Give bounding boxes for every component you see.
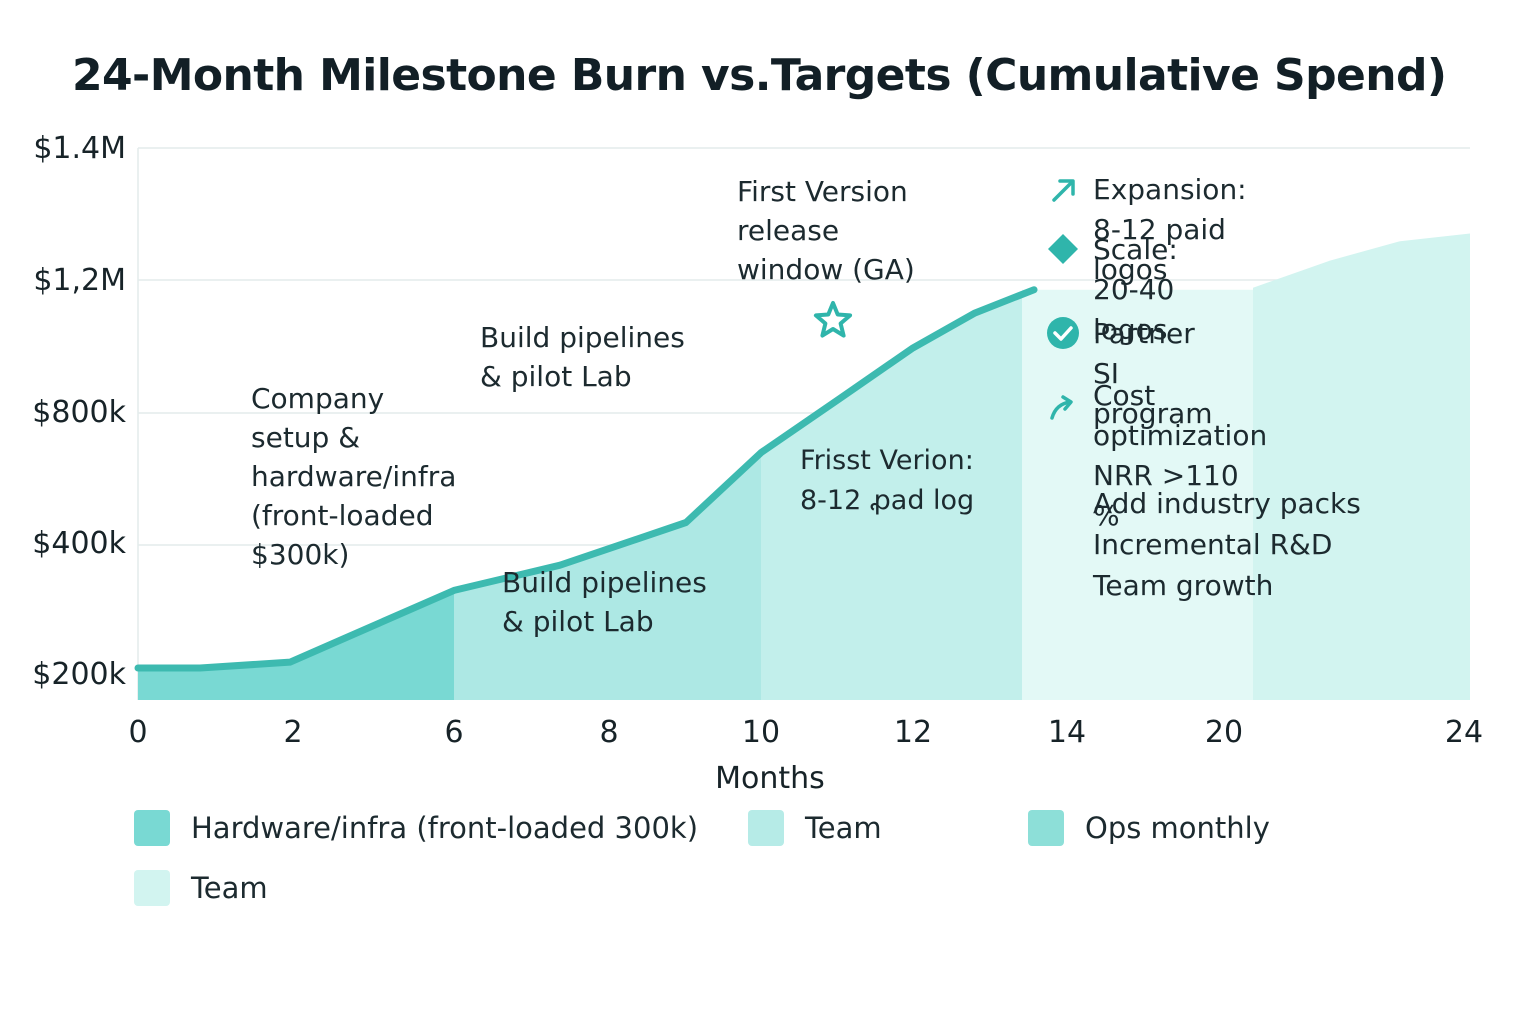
arrow-up-right-icon (1052, 179, 1075, 202)
stacked-areas (138, 233, 1470, 700)
x-tick-label: 14 (1047, 715, 1087, 750)
x-tick-label: 6 (444, 715, 464, 750)
curved-arrow-icon (1050, 395, 1073, 420)
x-tick-label: 2 (283, 715, 303, 750)
plan-notes: Add industry packs Incremental R&D Team … (1093, 487, 1361, 602)
legend-swatch (748, 810, 784, 846)
annotation-first-version-release: First Version release window (GA) (737, 175, 915, 286)
x-tick-label: 8 (599, 715, 619, 750)
legend-swatch (134, 870, 170, 906)
area-band-4 (1022, 289, 1253, 700)
x-tick-label: 0 (128, 715, 148, 750)
legend-swatch (134, 810, 170, 846)
x-tick-label: 20 (1204, 715, 1244, 750)
milestone-label: Partner SI program (1093, 317, 1213, 430)
area-band-5 (1253, 233, 1470, 700)
y-tick-label: $1.4M (33, 131, 126, 166)
annotation-company-setup: Company setup & hardware/infra (front-lo… (251, 382, 457, 571)
milestone-label: Scale: 20-40 logos (1093, 233, 1178, 346)
area-band-1 (138, 590, 454, 700)
diamond-icon (1048, 234, 1078, 264)
x-tick-label: 10 (741, 715, 781, 750)
annotation-build-pipelines-lower: Build pipelines & pilot Lab (502, 566, 707, 638)
check-circle-icon (1047, 317, 1079, 349)
x-axis-title: Months (715, 761, 825, 796)
legend-label: Team (805, 811, 882, 845)
chart-title: 24-Month Milestone Burn vs.Targets (Cumu… (72, 50, 1447, 101)
y-tick-label: $800k (32, 395, 126, 430)
milestone-label: Cost optimization NRR >110 % (1093, 379, 1268, 532)
annotation-build-pipelines-upper: Build pipelines & pilot Lab (480, 321, 685, 393)
area-band-2 (454, 452, 761, 700)
legend-label: Hardware/infra (front-loaded 300k) (191, 811, 699, 845)
annotation-first-version-band-line1: Frisst Verion: (800, 445, 974, 476)
y-tick-label: $400k (32, 526, 126, 561)
legend-label: Ops monthly (1085, 811, 1270, 845)
annotation-first-version-band-line2: 8-12 ꝓad log (800, 485, 975, 516)
x-tick-label: 12 (893, 715, 933, 750)
y-tick-label: $1,2M (33, 263, 126, 298)
y-tick-label: $200k (32, 657, 126, 692)
cumulative-spend-line (134, 286, 1038, 672)
legend-swatch (1028, 810, 1064, 846)
x-tick-label: 24 (1444, 715, 1484, 750)
star-icon (813, 301, 853, 338)
cumulative-spend-line-group (134, 286, 1038, 672)
milestone-label: Expansion: 8-12 paid logos (1093, 173, 1247, 286)
milestone-markers (813, 301, 853, 338)
legend-label: Team (191, 871, 268, 905)
area-band-3 (761, 294, 1022, 700)
